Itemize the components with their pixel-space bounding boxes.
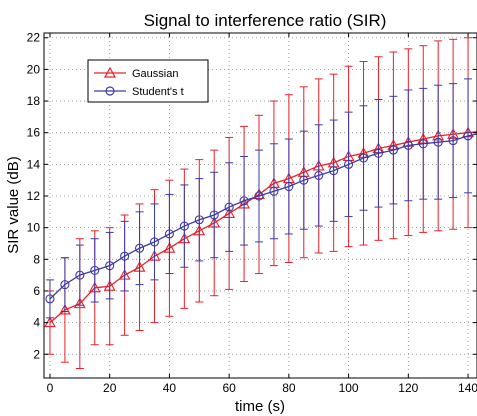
data-point xyxy=(149,237,160,247)
x-tick-label: 120 xyxy=(398,381,418,395)
y-tick-label: 14 xyxy=(27,157,41,171)
data-point xyxy=(194,215,204,225)
data-point xyxy=(90,265,100,275)
y-tick-label: 2 xyxy=(33,347,40,361)
data-point xyxy=(388,145,398,155)
data-point xyxy=(164,229,174,239)
data-point xyxy=(358,153,369,163)
x-tick-label: 60 xyxy=(222,381,236,395)
y-tick-label: 22 xyxy=(27,31,41,45)
plot-area xyxy=(44,37,477,370)
x-tick-label: 100 xyxy=(339,381,359,395)
y-tick-label: 10 xyxy=(27,221,41,235)
legend-marker-student xyxy=(105,86,115,96)
legend-marker-gaussian xyxy=(103,66,117,78)
y-tick-label: 16 xyxy=(27,126,41,140)
y-tick-label: 6 xyxy=(33,284,40,298)
data-point xyxy=(299,175,309,185)
y-tick-label: 8 xyxy=(33,252,40,266)
data-point xyxy=(314,170,324,180)
data-point xyxy=(120,251,130,261)
y-tick-label: 12 xyxy=(27,189,41,203)
legend: Gaussian Student's t xyxy=(87,59,209,103)
y-tick-label: 20 xyxy=(27,62,41,76)
series-line xyxy=(49,133,477,300)
data-point xyxy=(58,303,71,315)
y-axis-label: SIR value (dB) xyxy=(5,156,22,254)
data-point xyxy=(403,140,413,150)
data-point xyxy=(224,202,234,212)
data-point xyxy=(284,181,294,192)
legend-label-student: Student's t xyxy=(132,86,184,98)
data-point xyxy=(418,139,428,149)
legend-label-gaussian: Gaussian xyxy=(132,68,178,80)
x-tick-label: 140 xyxy=(458,381,477,395)
y-tick-label: 18 xyxy=(27,94,41,108)
data-point xyxy=(254,191,264,201)
data-point xyxy=(135,243,145,253)
data-point xyxy=(329,166,339,176)
y-tick-label: 4 xyxy=(33,316,40,330)
data-point xyxy=(45,294,55,304)
data-point xyxy=(463,131,473,141)
data-point xyxy=(105,261,115,271)
data-point xyxy=(269,186,279,196)
data-point xyxy=(448,136,458,146)
data-point xyxy=(60,280,70,290)
x-axis-label: time (s) xyxy=(235,398,285,415)
data-point xyxy=(433,137,443,147)
data-point xyxy=(75,270,85,280)
x-tick-label: 80 xyxy=(282,381,296,395)
x-tick-label: 40 xyxy=(163,381,177,395)
x-tick-label: 0 xyxy=(47,381,54,395)
data-point xyxy=(373,148,384,158)
chart-title: Signal to interference ratio (SIR) xyxy=(144,11,387,30)
data-point xyxy=(344,159,354,169)
data-point xyxy=(209,210,219,220)
x-tick-label: 20 xyxy=(103,381,117,395)
data-point xyxy=(73,297,86,309)
series-student-t xyxy=(45,78,477,319)
data-point xyxy=(239,196,249,206)
ticks: 0 20 40 60 80 100 120 140 2 4 6 8 10 12 14 16 18 20 22 xyxy=(27,31,477,395)
series-line xyxy=(49,131,477,324)
data-point xyxy=(179,221,189,231)
plot-frame xyxy=(43,32,477,379)
